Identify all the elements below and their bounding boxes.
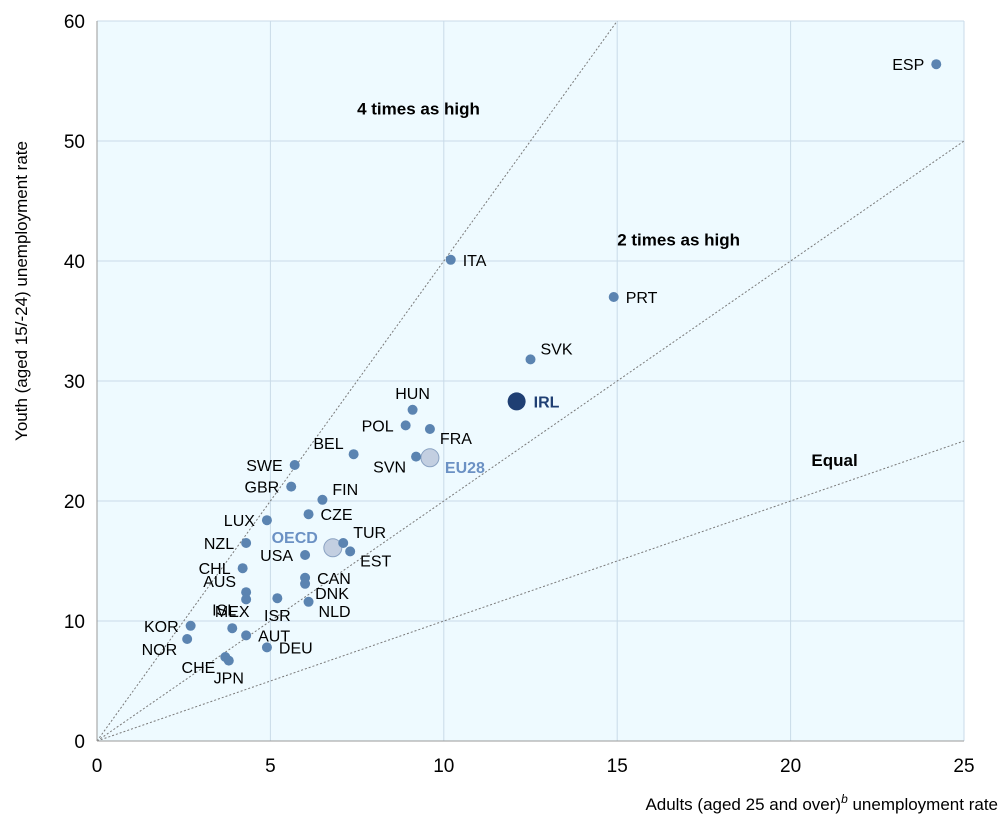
point-label-kor: KOR (144, 619, 179, 636)
point-gbr (286, 481, 297, 492)
x-tick-label: 15 (607, 756, 628, 777)
y-tick-label: 50 (64, 132, 85, 153)
reference-line-label: 2 times as high (617, 230, 740, 249)
point-label-bel: BEL (313, 436, 343, 453)
point-label-isr: ISR (264, 608, 291, 625)
point-label-svk: SVK (541, 341, 573, 358)
point-label-tur: TUR (353, 525, 386, 542)
point-oecd (323, 538, 343, 558)
point-irl (507, 392, 526, 411)
point-swe (289, 460, 300, 470)
point-label-nor: NOR (142, 642, 178, 659)
point-label-eu28: EU28 (445, 460, 485, 477)
point-mex (227, 623, 238, 634)
reference-line-labels: Equal 2 times as high 4 times as high (357, 100, 858, 471)
point-deu (261, 642, 272, 653)
x-axis-title-main: Adults (aged 25 and over) (645, 795, 841, 814)
point-label-fra: FRA (440, 431, 472, 448)
point-label-prt: PRT (626, 290, 658, 307)
x-axis-title: Adults (aged 25 and over)b unemployment … (645, 792, 998, 814)
point-label-aus: AUS (203, 574, 236, 591)
point-aut (241, 630, 252, 641)
reference-line (97, 440, 964, 741)
x-tick-label: 10 (433, 756, 454, 777)
point-label-deu: DEU (279, 640, 313, 657)
x-tick-label: 5 (265, 756, 276, 777)
point-label-irl: IRL (534, 394, 560, 411)
point-hun (407, 404, 418, 415)
y-tick-label: 40 (64, 252, 85, 273)
point-cze (303, 509, 314, 520)
reference-line-label: 4 times as high (357, 100, 480, 119)
point-fin (317, 494, 328, 505)
point-fra (424, 424, 435, 434)
reference-lines (97, 21, 964, 741)
point-esp (931, 59, 942, 70)
point-label-dnk: DNK (315, 586, 349, 603)
point-label-oecd: OECD (272, 530, 318, 547)
point-kor (185, 620, 196, 631)
point-label-nld: NLD (319, 604, 351, 621)
point-prt (608, 292, 619, 302)
point-label-isl: ISL (212, 602, 236, 619)
y-axis-title: Youth (aged 15/-24) unemployment rate (12, 141, 31, 441)
axes (96, 21, 964, 742)
point-nld (303, 596, 314, 607)
point-label-chl: CHL (199, 561, 231, 578)
point-label-can: CAN (317, 571, 351, 588)
point-aus (241, 587, 252, 598)
point-label-est: EST (360, 553, 391, 570)
point-ita (445, 254, 456, 265)
point-label-che: CHE (182, 660, 216, 677)
point-jpn (223, 655, 234, 666)
point-lux (261, 515, 272, 526)
point-tur (338, 538, 349, 548)
reference-line-label: Equal (811, 451, 857, 470)
x-axis-title-superscript: b (841, 792, 848, 806)
point-label-usa: USA (260, 548, 293, 565)
x-tick-label: 0 (92, 756, 103, 777)
reference-line (97, 21, 618, 741)
point-isr (272, 593, 283, 604)
point-label-pol: POL (362, 418, 394, 435)
point-label-swe: SWE (246, 458, 282, 475)
point-svk (525, 354, 536, 365)
y-tick-label: 20 (64, 492, 85, 513)
point-usa (300, 550, 311, 560)
x-tick-label: 25 (953, 756, 974, 777)
grid (97, 20, 965, 741)
y-tick-label: 10 (64, 612, 85, 633)
point-svn (411, 451, 422, 462)
data-points (182, 59, 942, 666)
point-label-nzl: NZL (204, 536, 234, 553)
point-label-jpn: JPN (214, 671, 244, 688)
point-pol (400, 420, 411, 431)
point-dnk (300, 578, 311, 589)
point-label-aut: AUT (258, 628, 290, 645)
y-tick-label: 30 (64, 372, 85, 393)
point-label-lux: LUX (224, 513, 255, 530)
x-axis-title-suffix: unemployment rate (848, 795, 998, 814)
point-chl (237, 563, 248, 574)
point-label-fin: FIN (332, 482, 358, 499)
point-label-svn: SVN (373, 460, 406, 477)
point-label-cze: CZE (321, 507, 353, 524)
point-label-esp: ESP (892, 57, 924, 74)
y-tick-label: 0 (74, 732, 85, 753)
point-bel (348, 449, 359, 460)
point-nzl (241, 538, 252, 548)
point-nor (182, 634, 193, 644)
point-isl (241, 594, 252, 605)
point-label-gbr: GBR (245, 480, 280, 497)
x-tick-label: 20 (780, 756, 801, 777)
point-label-ita: ITA (463, 253, 487, 270)
tick-labels: 0 10 20 30 40 50 60 0 5 10 15 20 25 (64, 12, 975, 777)
point-label-mex: MEX (215, 604, 250, 621)
y-tick-label: 60 (64, 12, 85, 33)
point-label-hun: HUN (395, 386, 430, 403)
point-eu28 (420, 448, 440, 468)
point-est (345, 546, 356, 557)
